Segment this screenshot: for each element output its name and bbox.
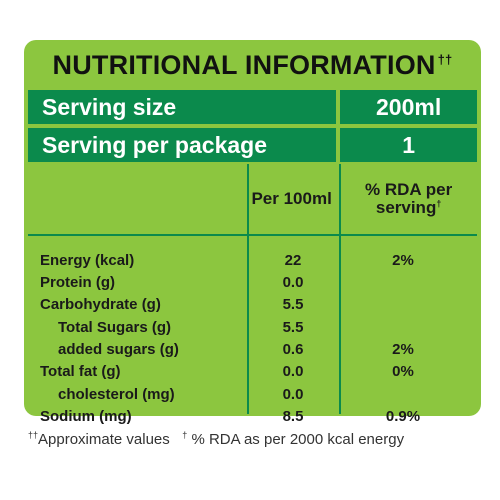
nutrient-name: Total fat (g) bbox=[40, 363, 121, 380]
footnote-mark-2: † bbox=[182, 430, 188, 440]
rda-header: % RDA per serving† bbox=[340, 166, 477, 232]
column-divider-2 bbox=[339, 164, 341, 414]
header-divider bbox=[28, 234, 477, 236]
serving-per-package-row: Serving per package 1 bbox=[28, 128, 477, 162]
per-100ml-header: Per 100ml bbox=[251, 189, 332, 208]
nutrient-name: Protein (g) bbox=[40, 274, 115, 291]
nutrient-name: cholesterol (mg) bbox=[58, 386, 175, 403]
footnote-text-1: Approximate values bbox=[38, 431, 170, 448]
rda-value: 2% bbox=[392, 252, 414, 269]
per-100ml-value: 0.6 bbox=[282, 341, 304, 358]
table-row: Total Sugars (g) 5.5 bbox=[28, 317, 477, 339]
panel-title: NUTRITIONAL INFORMATION †† bbox=[28, 44, 477, 86]
footnote: ††Approximate values † % RDA as per 2000… bbox=[28, 430, 405, 449]
serving-size-row: Serving size 200ml bbox=[28, 90, 477, 124]
column-divider-1 bbox=[247, 164, 249, 414]
nutrient-name: Sodium (mg) bbox=[40, 408, 132, 425]
table-row: Protein (g) 0.0 bbox=[28, 272, 477, 294]
nutrient-column-header bbox=[28, 166, 245, 232]
panel-title-mark: †† bbox=[437, 52, 453, 67]
panel-title-text: NUTRITIONAL INFORMATION bbox=[52, 50, 436, 80]
nutrient-table: Energy (kcal) 22 2% Protein (g) 0.0 Carb… bbox=[28, 164, 477, 425]
rda-header-mark: † bbox=[436, 198, 442, 209]
nutrient-name: Carbohydrate (g) bbox=[40, 296, 161, 313]
nutrient-name: Energy (kcal) bbox=[40, 252, 135, 269]
nutrient-name: Total Sugars (g) bbox=[58, 319, 172, 336]
rda-value: 0% bbox=[392, 363, 414, 380]
nutrient-name: added sugars (g) bbox=[58, 341, 179, 358]
per-100ml-value: 0.0 bbox=[282, 363, 304, 380]
footnote-mark-1: †† bbox=[28, 430, 39, 440]
table-row: Energy (kcal) 22 2% bbox=[28, 250, 477, 272]
table-row: Total fat (g) 0.0 0% bbox=[28, 361, 477, 383]
table-row: Sodium (mg) 8.5 0.9% bbox=[28, 406, 477, 428]
rda-value: 0.9% bbox=[385, 408, 421, 425]
rda-header-line1: % RDA per bbox=[365, 180, 453, 199]
rda-header-line2: serving bbox=[375, 198, 437, 217]
footnote-text-2: % RDA as per 2000 kcal energy bbox=[187, 431, 405, 448]
per-100ml-value: 0.0 bbox=[282, 386, 304, 403]
table-row: Carbohydrate (g) 5.5 bbox=[28, 294, 477, 316]
per-100ml-value: 0.0 bbox=[282, 274, 304, 291]
per-100ml-value: 8.5 bbox=[282, 408, 304, 425]
per-100ml-value: 22 bbox=[284, 252, 302, 269]
nutrition-panel: NUTRITIONAL INFORMATION †† Serving size 2… bbox=[24, 40, 481, 425]
serving-size-label: Serving size bbox=[28, 90, 337, 124]
serving-per-package-label: Serving per package bbox=[28, 128, 337, 162]
serving-per-package-value: 1 bbox=[340, 128, 477, 162]
per-100ml-value: 5.5 bbox=[282, 319, 304, 336]
per-100ml-value: 5.5 bbox=[282, 296, 304, 313]
table-row: cholesterol (mg) 0.0 bbox=[28, 384, 477, 406]
column-header-row: Per 100ml % RDA per serving† bbox=[28, 166, 477, 232]
table-row: added sugars (g) 0.6 2% bbox=[28, 339, 477, 361]
rda-value: 2% bbox=[392, 341, 414, 358]
serving-size-value: 200ml bbox=[340, 90, 477, 124]
